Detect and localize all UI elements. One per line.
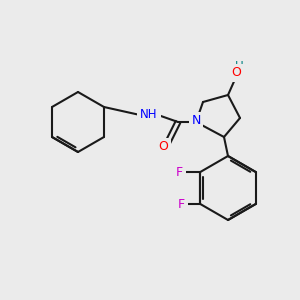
Text: F: F — [178, 197, 185, 211]
Text: N: N — [191, 115, 201, 128]
Text: O: O — [231, 67, 241, 80]
Text: H: H — [235, 61, 243, 74]
Text: F: F — [176, 166, 183, 178]
Text: O: O — [158, 140, 168, 154]
Text: NH: NH — [140, 107, 158, 121]
